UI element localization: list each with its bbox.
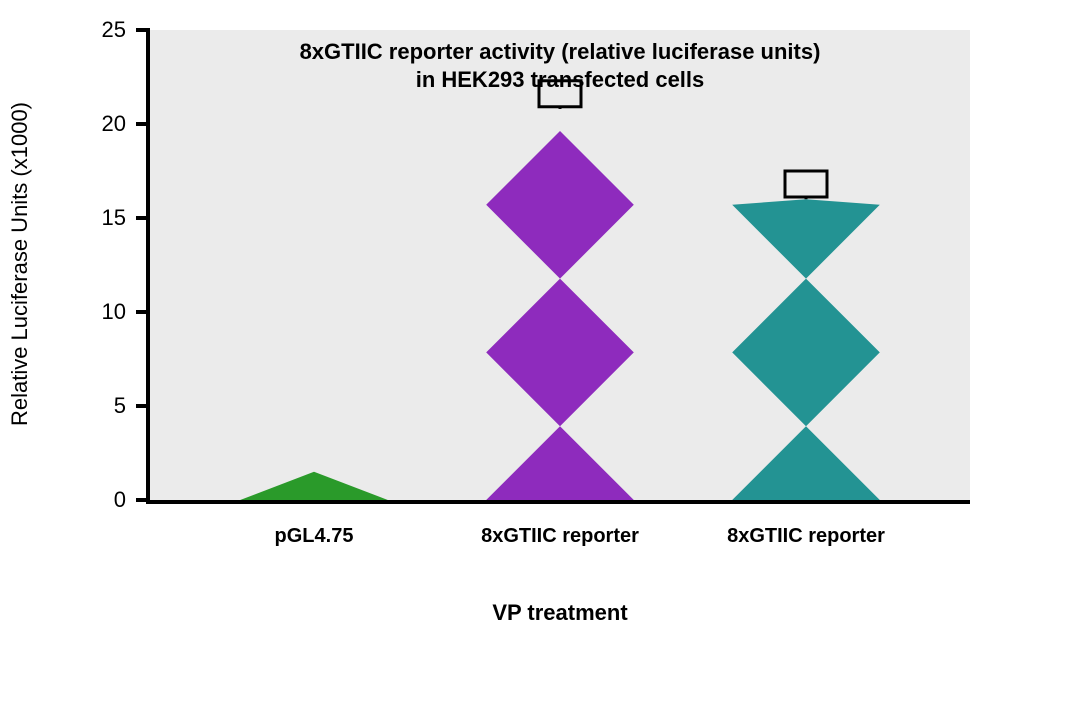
chart-canvas: 0510152025 Relative Luciferase Units (x1… bbox=[0, 0, 1080, 703]
bars-svg bbox=[0, 0, 1080, 703]
category-label: 8xGTIIC reporter bbox=[430, 525, 690, 548]
category-label: 8xGTIIC reporter bbox=[676, 525, 936, 548]
x-axis-label: VP treatment bbox=[150, 600, 970, 626]
error-bar-cap bbox=[785, 171, 827, 197]
bar bbox=[732, 199, 880, 500]
error-bar-cap bbox=[539, 81, 581, 107]
bar bbox=[240, 472, 388, 500]
category-label: pGL4.75 bbox=[184, 525, 444, 548]
bar bbox=[486, 109, 634, 500]
